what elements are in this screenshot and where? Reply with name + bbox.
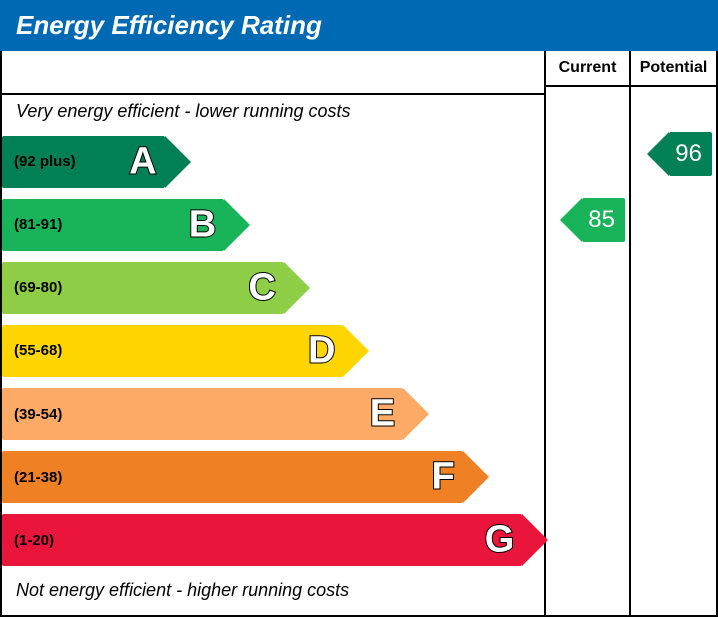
caption-top: Very energy efficient - lower running co… [2, 95, 544, 128]
band-range-c: (69-80) [2, 279, 62, 296]
band-row-b: (81-91) B [2, 196, 544, 254]
band-c: (69-80) C [2, 262, 284, 314]
band-letter-b: B [189, 203, 216, 246]
bands-header-spacer [2, 59, 544, 95]
caption-bottom: Not energy efficient - higher running co… [2, 574, 544, 607]
band-range-a: (92 plus) [2, 153, 76, 170]
band-e: (39-54) E [2, 388, 403, 440]
current-column: Current 85 [546, 51, 631, 615]
band-row-f: (21-38) F [2, 448, 544, 506]
band-b: (81-91) B [2, 199, 224, 251]
chart-body: Very energy efficient - lower running co… [0, 51, 718, 617]
band-rows: (92 plus) A (81-91) B (69-80) C (55-68) D (39-54… [2, 128, 544, 574]
chart-title: Energy Efficiency Rating [0, 0, 718, 51]
current-pointer: 85 [582, 198, 625, 242]
band-range-b: (81-91) [2, 216, 62, 233]
band-letter-a: A [129, 140, 156, 183]
band-range-e: (39-54) [2, 406, 62, 423]
band-range-g: (1-20) [2, 532, 54, 549]
potential-pointer: 96 [669, 132, 712, 176]
potential-column: Potential 96 [631, 51, 716, 615]
band-row-g: (1-20) G [2, 511, 544, 569]
band-letter-f: F [431, 456, 454, 499]
band-d: (55-68) D [2, 325, 343, 377]
band-letter-c: C [248, 266, 275, 309]
band-f: (21-38) F [2, 451, 463, 503]
band-letter-d: D [308, 329, 335, 372]
epc-chart: Energy Efficiency Rating Very energy eff… [0, 0, 718, 619]
band-row-d: (55-68) D [2, 322, 544, 380]
bands-column: Very energy efficient - lower running co… [2, 51, 546, 615]
band-a: (92 plus) A [2, 136, 165, 188]
potential-body: 96 [631, 87, 716, 615]
band-row-c: (69-80) C [2, 259, 544, 317]
band-range-d: (55-68) [2, 342, 62, 359]
band-letter-g: G [485, 519, 515, 562]
band-letter-e: E [370, 393, 395, 436]
current-body: 85 [546, 87, 629, 615]
band-range-f: (21-38) [2, 469, 62, 486]
current-header: Current [546, 51, 629, 87]
band-row-e: (39-54) E [2, 385, 544, 443]
band-g: (1-20) G [2, 514, 522, 566]
potential-header: Potential [631, 51, 716, 87]
band-row-a: (92 plus) A [2, 133, 544, 191]
